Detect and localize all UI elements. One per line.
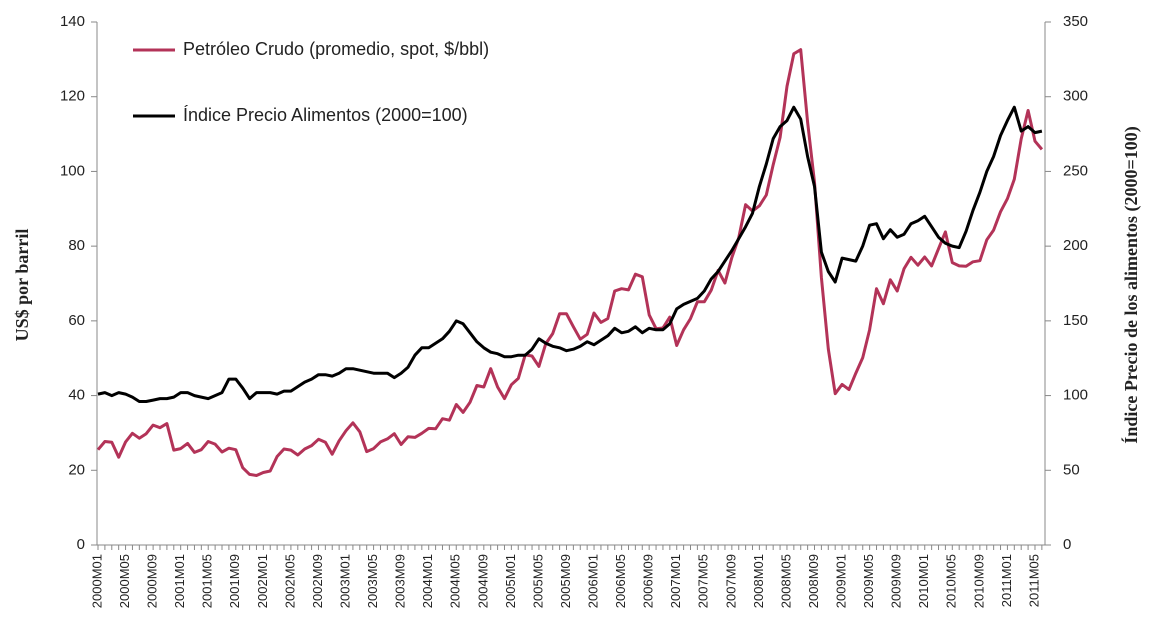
x-tick-label: 2004M01	[420, 554, 435, 608]
x-tick-label: 2002M09	[310, 554, 325, 608]
x-tick-label: 2002M05	[282, 554, 297, 608]
y2-tick-label: 0	[1063, 536, 1071, 553]
x-tick-label: 2008M01	[751, 554, 766, 608]
x-tick-label: 2010M01	[916, 554, 931, 608]
x-tick-label: 2002M01	[255, 554, 270, 608]
x-tick-label: 2004M09	[475, 554, 490, 608]
y-tick-label: 20	[68, 461, 85, 478]
y2-tick-label: 100	[1063, 387, 1088, 404]
x-tick-label: 2006M01	[585, 554, 600, 608]
y2-tick-label: 250	[1063, 162, 1088, 179]
y2-tick-label: 150	[1063, 312, 1088, 329]
legend-label: Petróleo Crudo (promedio, spot, $/bbl)	[183, 39, 489, 59]
series-line	[96, 48, 1044, 477]
x-tick-label: 2007M01	[668, 554, 683, 608]
x-tick-label: 2000M01	[89, 554, 104, 608]
x-tick-label: 2005M05	[530, 554, 545, 608]
x-tick-label: 2006M09	[641, 554, 656, 608]
x-tick-label: 2001M01	[172, 554, 187, 608]
y-tick-label: 100	[60, 162, 85, 179]
x-tick-label: 2007M09	[723, 554, 738, 608]
y-tick-label: 80	[68, 237, 85, 254]
x-tick-label: 2000M05	[117, 554, 132, 608]
x-tick-label: 2007M05	[696, 554, 711, 608]
x-tick-label: 2004M05	[448, 554, 463, 608]
y2-tick-label: 350	[1063, 13, 1088, 30]
y2-tick-label: 50	[1063, 461, 1080, 478]
x-tick-label: 2005M09	[558, 554, 573, 608]
x-tick-label: 2009M09	[889, 554, 904, 608]
x-tick-label: 2006M05	[613, 554, 628, 608]
x-tick-label: 2003M01	[337, 554, 352, 608]
y2-axis-title: Índice Precio de los alimentos (2000=100…	[1120, 126, 1142, 443]
y2-tick-label: 200	[1063, 237, 1088, 254]
x-tick-label: 2011M05	[1026, 554, 1041, 607]
x-tick-label: 2010M09	[971, 554, 986, 608]
x-tick-label: 2005M01	[503, 554, 518, 608]
x-tick-label: 2003M05	[365, 554, 380, 608]
x-tick-label: 2009M05	[861, 554, 876, 608]
y2-tick-label: 300	[1063, 88, 1088, 105]
y-axis-title: US$ por barril	[12, 229, 32, 342]
x-tick-label: 2000M09	[145, 554, 160, 608]
series-line	[97, 105, 1043, 403]
x-tick-label: 2008M09	[806, 554, 821, 608]
x-tick-label: 2010M05	[944, 554, 959, 608]
y-tick-label: 140	[60, 13, 85, 30]
y-tick-label: 120	[60, 88, 85, 105]
legend-label: Índice Precio Alimentos (2000=100)	[183, 105, 468, 125]
x-tick-label: 2011M01	[999, 554, 1014, 607]
x-tick-label: 2001M05	[200, 554, 215, 608]
y-tick-label: 0	[77, 536, 85, 553]
x-tick-label: 2008M05	[778, 554, 793, 608]
x-tick-label: 2003M09	[393, 554, 408, 608]
y-tick-label: 60	[68, 312, 85, 329]
x-tick-label: 2001M09	[227, 554, 242, 608]
x-tick-label: 2009M01	[834, 554, 849, 608]
y-tick-label: 40	[68, 387, 85, 404]
